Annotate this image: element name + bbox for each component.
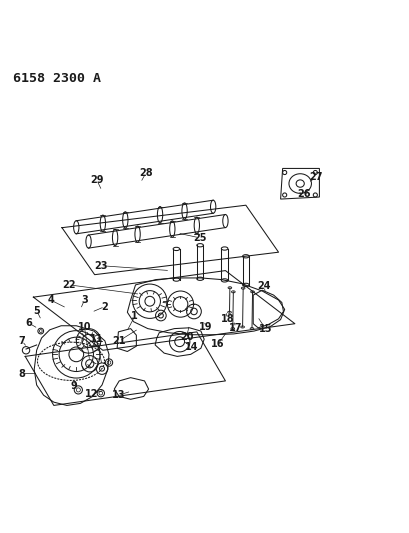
Text: 7: 7 [18, 336, 25, 346]
Text: 18: 18 [220, 314, 234, 324]
Text: 15: 15 [258, 324, 272, 334]
Text: 11: 11 [90, 334, 103, 344]
Text: 14: 14 [185, 342, 198, 352]
Text: 16: 16 [211, 339, 224, 349]
Text: 20: 20 [180, 332, 193, 342]
Text: 26: 26 [297, 189, 310, 199]
Text: 17: 17 [228, 323, 242, 333]
Text: 21: 21 [112, 336, 126, 346]
Text: 27: 27 [309, 172, 322, 182]
Text: 13: 13 [111, 390, 125, 400]
Text: 5: 5 [33, 305, 40, 316]
Text: 23: 23 [94, 261, 107, 271]
Text: 10: 10 [78, 322, 91, 332]
Text: 2: 2 [101, 302, 108, 312]
Text: 3: 3 [81, 295, 88, 305]
Text: 12: 12 [84, 389, 98, 399]
Text: 24: 24 [257, 281, 270, 291]
Text: 6158 2300 A: 6158 2300 A [13, 72, 101, 85]
Text: 8: 8 [18, 368, 25, 378]
Text: 6: 6 [25, 318, 32, 328]
Text: 9: 9 [70, 381, 76, 391]
Text: 4: 4 [47, 295, 54, 305]
Text: 22: 22 [63, 280, 76, 290]
Text: 25: 25 [193, 233, 207, 243]
Text: 1: 1 [131, 311, 138, 321]
Text: 19: 19 [199, 322, 212, 332]
Text: 28: 28 [139, 168, 152, 179]
Text: 29: 29 [90, 175, 103, 185]
